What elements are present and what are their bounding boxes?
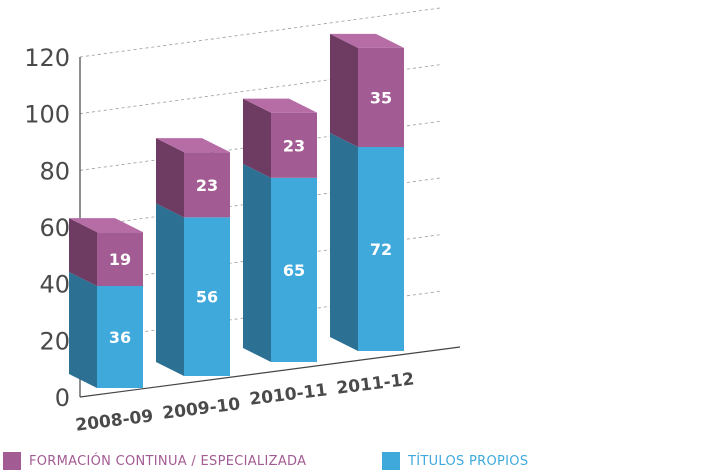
bar-top-2010-11 xyxy=(243,98,317,113)
data-label-titulos: 36 xyxy=(109,328,131,347)
bar-segment-titulos-2009-10 xyxy=(184,217,230,376)
x-tick-label: 2011-12 xyxy=(335,369,415,398)
data-label-formacion: 23 xyxy=(196,176,218,195)
bar-side-2011-12 xyxy=(330,33,358,148)
gridline xyxy=(79,7,441,58)
y-tick-label: 20 xyxy=(39,327,70,355)
legend-swatch-titulos xyxy=(382,452,400,470)
y-tick-label: 40 xyxy=(39,271,70,299)
legend-item-titulos: TÍTULOS PROPIOS xyxy=(382,452,528,470)
data-label-formacion: 23 xyxy=(283,136,305,155)
bar-segment-titulos-2011-12 xyxy=(358,147,404,351)
bar-side-2008-09 xyxy=(69,218,97,286)
legend-item-formacion: FORMACIÓN CONTINUA / ESPECIALIZADA xyxy=(3,452,306,470)
x-tick-label: 2008-09 xyxy=(74,406,154,435)
bar-segment-formacion-2011-12 xyxy=(358,47,404,148)
y-tick-label: 100 xyxy=(24,101,70,129)
x-tick-label: 2009-10 xyxy=(161,394,241,423)
bar-top-2011-12 xyxy=(330,33,404,48)
legend-label-formacion: FORMACIÓN CONTINUA / ESPECIALIZADA xyxy=(29,453,307,469)
y-tick-label: 80 xyxy=(39,157,70,185)
bar-segment-formacion-2008-09 xyxy=(97,232,143,286)
bar-side-2009-10 xyxy=(156,138,184,218)
bar-segment-formacion-2010-11 xyxy=(271,112,317,178)
data-label-formacion: 35 xyxy=(370,88,392,107)
bar-top-2008-09 xyxy=(69,218,143,233)
x-axis xyxy=(79,346,461,398)
data-label-formacion: 19 xyxy=(109,250,131,269)
bar-side-2010-11 xyxy=(243,98,271,178)
bar-top-2009-10 xyxy=(156,138,230,153)
bar-side-2009-10 xyxy=(156,203,184,376)
x-tick-label: 2010-11 xyxy=(248,380,328,409)
data-label-titulos: 65 xyxy=(283,261,305,280)
bar-side-2008-09 xyxy=(69,272,97,388)
data-label-titulos: 72 xyxy=(370,240,392,259)
bar-side-2011-12 xyxy=(330,133,358,351)
y-tick-label: 120 xyxy=(24,44,70,72)
y-tick-label: 60 xyxy=(39,214,70,242)
bar-side-2010-11 xyxy=(243,163,271,362)
y-tick-label: 0 xyxy=(55,384,70,412)
bar-segment-formacion-2009-10 xyxy=(184,152,230,218)
legend-label-titulos: TÍTULOS PROPIOS xyxy=(408,453,529,469)
legend-swatch-formacion xyxy=(3,452,21,470)
data-label-titulos: 56 xyxy=(196,288,218,307)
bar-segment-titulos-2010-11 xyxy=(271,177,317,362)
bar-segment-titulos-2008-09 xyxy=(97,286,143,388)
